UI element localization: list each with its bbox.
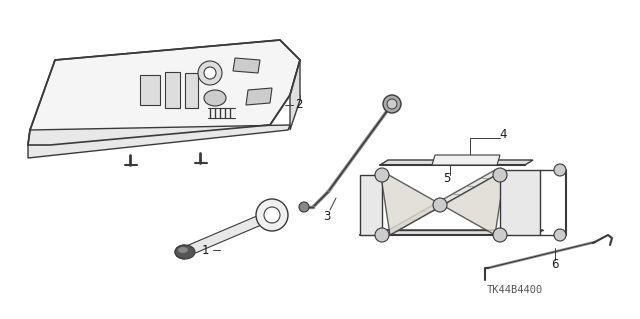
Circle shape <box>256 199 288 231</box>
Text: 3: 3 <box>323 210 331 222</box>
Polygon shape <box>290 60 300 130</box>
Text: 2: 2 <box>295 99 303 112</box>
Polygon shape <box>380 160 533 165</box>
Ellipse shape <box>175 245 195 259</box>
Circle shape <box>493 168 507 182</box>
Text: 5: 5 <box>444 173 451 186</box>
Text: 1: 1 <box>201 243 209 256</box>
Polygon shape <box>28 40 300 145</box>
Circle shape <box>387 99 397 109</box>
Circle shape <box>204 67 216 79</box>
Polygon shape <box>360 230 543 235</box>
Polygon shape <box>432 155 500 165</box>
Circle shape <box>375 168 389 182</box>
Circle shape <box>375 228 389 242</box>
Polygon shape <box>165 72 180 108</box>
Text: TK44B4400: TK44B4400 <box>487 285 543 295</box>
Circle shape <box>493 228 507 242</box>
Polygon shape <box>183 211 274 256</box>
Ellipse shape <box>178 247 188 253</box>
Polygon shape <box>233 58 260 73</box>
Circle shape <box>264 207 280 223</box>
Circle shape <box>554 164 566 176</box>
Polygon shape <box>246 88 272 105</box>
Polygon shape <box>380 170 505 235</box>
Text: 6: 6 <box>551 258 559 271</box>
Text: 4: 4 <box>499 129 507 142</box>
Circle shape <box>433 198 447 212</box>
Polygon shape <box>28 95 300 158</box>
Circle shape <box>198 61 222 85</box>
Polygon shape <box>380 170 505 235</box>
Circle shape <box>554 229 566 241</box>
Circle shape <box>383 95 401 113</box>
Polygon shape <box>185 73 198 108</box>
Polygon shape <box>360 175 382 235</box>
Polygon shape <box>140 75 160 105</box>
Polygon shape <box>500 170 540 235</box>
Circle shape <box>299 202 309 212</box>
Ellipse shape <box>204 90 226 106</box>
